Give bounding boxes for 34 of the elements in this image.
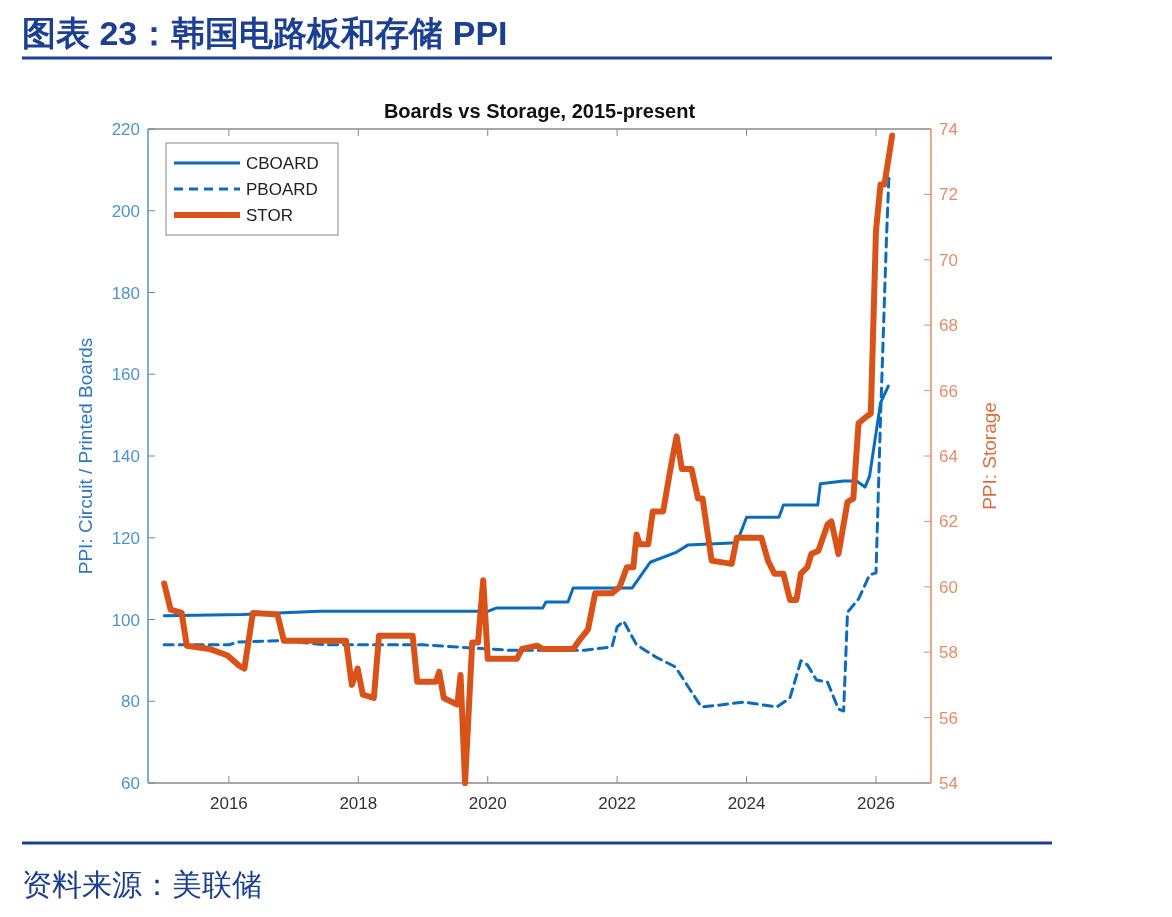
y-tick-label: 100 [111,610,140,630]
chart-title: 图表 23：韩国电路板和存储 PPI [22,14,508,52]
y2-axis-title: PPI: Storage [979,402,1000,510]
y2-tick-label: 72 [939,185,958,205]
legend-label: STOR [246,206,293,225]
y-tick-label: 160 [111,365,140,385]
y2-tick-label: 70 [939,250,958,270]
y2-tick-label: 74 [939,120,958,139]
y2-tick-label: 56 [939,708,958,728]
x-tick-label: 2016 [209,794,248,813]
text: 资料来源：美联储 [22,868,262,901]
y2-tick-label: 68 [939,316,958,336]
y-tick-label: 140 [111,447,140,466]
y-tick-label: 220 [111,120,140,139]
y-tick-label: 60 [121,774,140,793]
legend-label: CBOARD [246,154,319,173]
y2-tick-label: 54 [939,774,958,793]
y-tick-label: 200 [111,201,140,221]
chart-subtitle: Boards vs Storage, 2015-present [383,100,696,122]
y-tick-label: 180 [111,283,140,303]
y2-tick-label: 64 [939,447,958,466]
y2-tick-label: 60 [939,577,958,597]
x-tick-label: 2026 [857,794,895,813]
x-tick-label: 2022 [598,794,637,813]
x-tick-label: 2020 [468,794,507,813]
y-axis-title: PPI: Circuit / Printed Boards [75,337,96,575]
legend-label: PBOARD [246,180,318,199]
x-tick-label: 2018 [339,794,378,813]
y-tick-label: 120 [111,528,140,548]
x-tick-label: 2024 [727,794,766,813]
y-tick-label: 80 [121,692,140,712]
y2-tick-label: 62 [939,512,958,532]
y2-tick-label: 58 [939,643,958,663]
y2-tick-label: 66 [939,381,958,401]
